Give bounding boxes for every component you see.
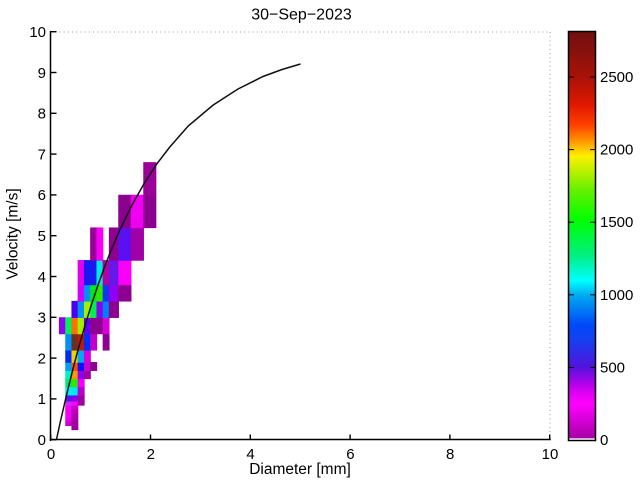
svg-text:4: 4 [38,269,46,286]
svg-text:2: 2 [147,446,155,463]
svg-text:10: 10 [542,446,559,463]
svg-text:0: 0 [47,446,55,463]
svg-text:0: 0 [38,432,46,449]
svg-text:500: 500 [600,359,625,376]
svg-text:5: 5 [38,228,46,245]
svg-text:1500: 1500 [600,214,633,231]
svg-text:Velocity [m/s]: Velocity [m/s] [5,188,22,279]
svg-text:2000: 2000 [600,142,633,159]
svg-text:3: 3 [38,310,46,327]
svg-text:10: 10 [29,24,46,41]
svg-text:9: 9 [38,65,46,82]
svg-text:1: 1 [38,391,46,408]
svg-text:8: 8 [38,106,46,123]
svg-text:Diameter [mm]: Diameter [mm] [249,461,351,478]
svg-text:30−Sep−2023: 30−Sep−2023 [251,7,352,24]
svg-text:4: 4 [246,446,254,463]
svg-text:2500: 2500 [600,69,633,86]
svg-text:7: 7 [38,146,46,163]
svg-text:2: 2 [38,350,46,367]
svg-text:6: 6 [38,187,46,204]
svg-text:6: 6 [346,446,354,463]
svg-text:1000: 1000 [600,287,633,304]
svg-text:0: 0 [600,432,608,449]
svg-text:8: 8 [446,446,454,463]
